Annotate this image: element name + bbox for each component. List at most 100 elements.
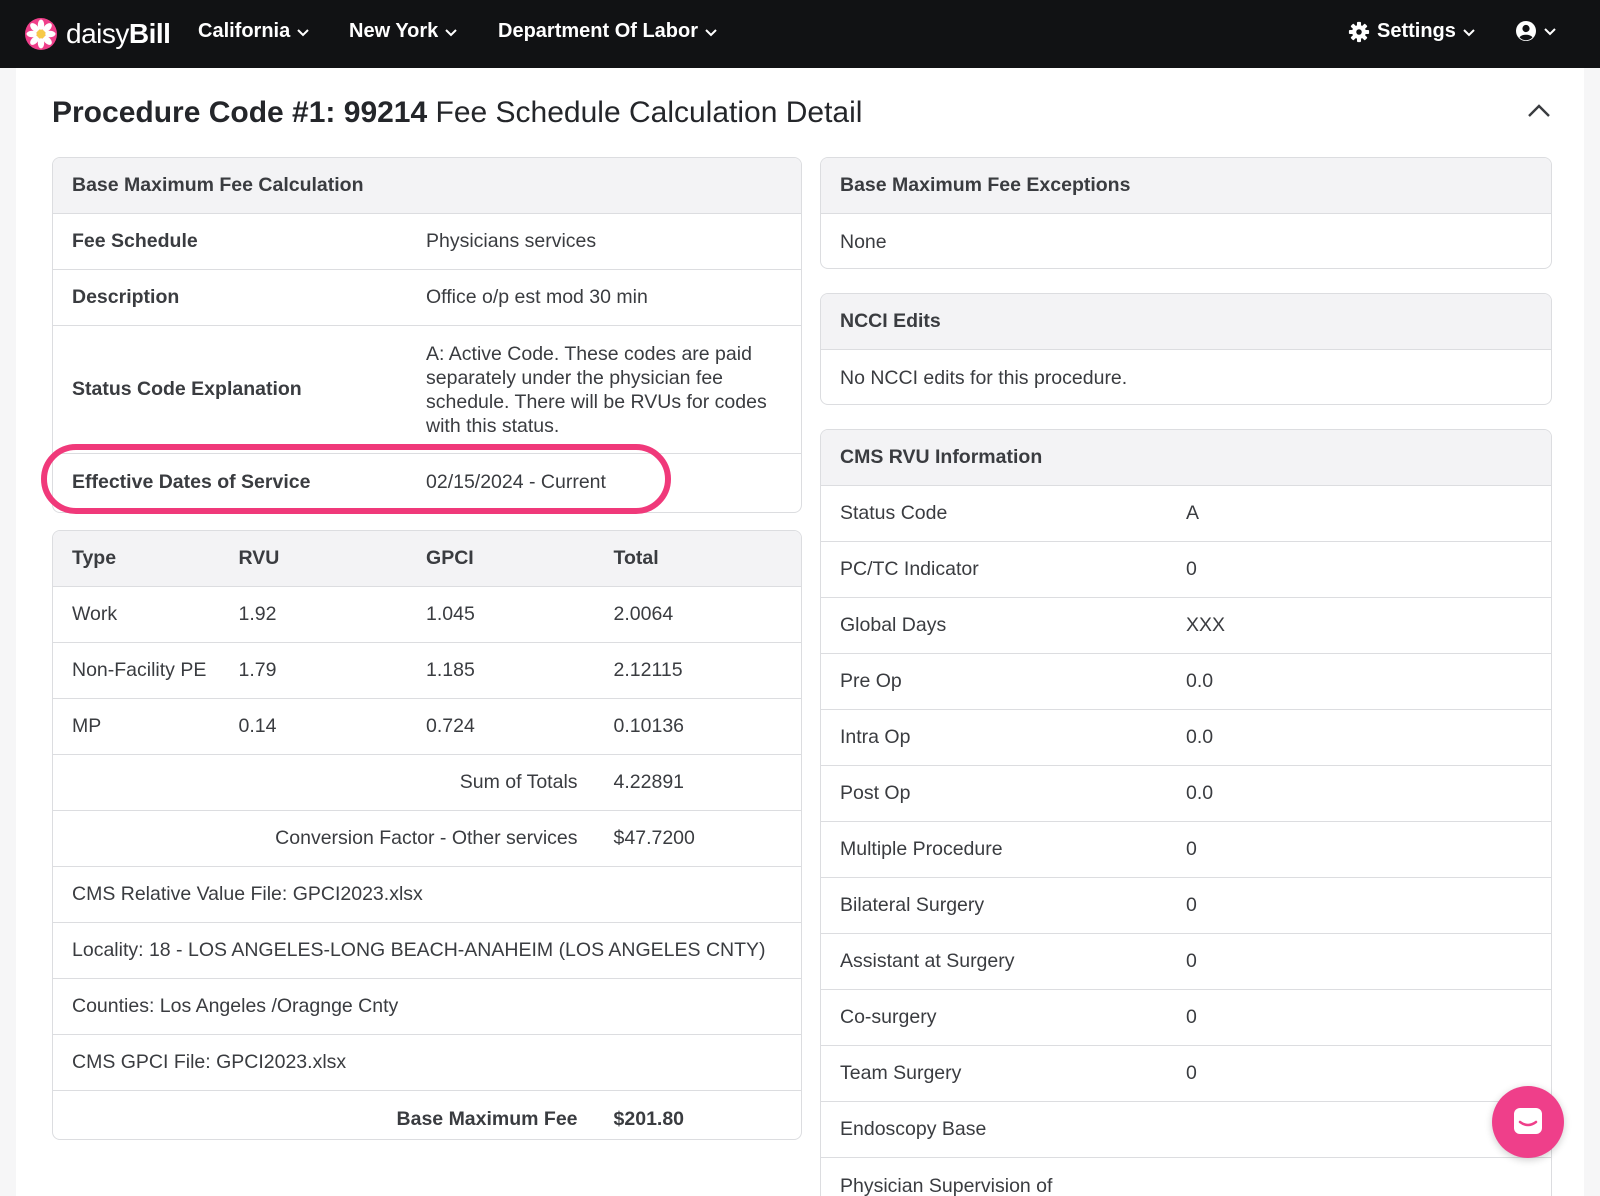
- row-value: 0.0: [1186, 670, 1214, 692]
- status-code-explanation-row: Status Code Explanation A: Active Code. …: [53, 326, 801, 454]
- row-value: 0: [1186, 1006, 1197, 1028]
- ncci-row: No NCCI edits for this procedure.: [821, 350, 1551, 404]
- column-header-rvu: RVU: [238, 547, 280, 569]
- top-nav: daisyBill California New York Department…: [0, 0, 1600, 68]
- description-row: Description Office o/p est mod 30 min: [53, 270, 801, 326]
- fee-schedule-row: Fee Schedule Physicians services: [53, 214, 801, 270]
- nav-dol-dropdown[interactable]: Department Of Labor: [498, 20, 718, 43]
- cell-gpci: 1.045: [426, 603, 475, 625]
- row-value: 0: [1186, 950, 1197, 972]
- row-value: 0.0: [1186, 726, 1214, 748]
- row-value: 0: [1186, 838, 1197, 860]
- base-max-fee-label: Base Maximum Fee: [396, 1107, 578, 1130]
- table-row: Non-Facility PE 1.79 1.185 2.12115: [53, 643, 801, 699]
- exceptions-value: None: [840, 230, 887, 253]
- cell-rvu: 0.14: [238, 715, 277, 737]
- nav-newyork-label: New York: [349, 20, 439, 42]
- cell-rvu: 1.92: [238, 603, 277, 625]
- row-label: PC/TC Indicator: [840, 558, 979, 580]
- cell-total: 2.0064: [613, 603, 674, 625]
- cell-type: MP: [72, 715, 102, 737]
- base-max-fee-value: $201.80: [613, 1107, 685, 1130]
- cms-row: Multiple Procedure 0: [821, 822, 1551, 878]
- row-label: Bilateral Surgery: [840, 894, 985, 916]
- row-value: XXX: [1186, 614, 1226, 636]
- page-title: Procedure Code #1: 99214 Fee Schedule Ca…: [52, 96, 862, 130]
- ncci-edits-panel: NCCI Edits No NCCI edits for this proced…: [820, 293, 1552, 405]
- collapse-chevron-up-icon[interactable]: [1526, 102, 1552, 120]
- gpci-file-row: CMS GPCI File: GPCI2023.xlsx: [53, 1035, 801, 1091]
- user-menu-dropdown[interactable]: [1515, 20, 1557, 42]
- panel-header: NCCI Edits: [821, 294, 1551, 350]
- base-max-fee-exceptions-panel: Base Maximum Fee Exceptions None: [820, 157, 1552, 269]
- base-max-fee-row: Base Maximum Fee $201.80: [53, 1091, 801, 1139]
- cms-row: Pre Op 0.0: [821, 654, 1551, 710]
- chevron-down-icon: [1463, 28, 1475, 36]
- table-row: Work 1.92 1.045 2.0064: [53, 587, 801, 643]
- nav-newyork-dropdown[interactable]: New York: [349, 20, 458, 43]
- sum-of-totals-value: 4.22891: [613, 771, 685, 793]
- page-title-code: Procedure Code #1: 99214: [52, 96, 428, 129]
- chevron-down-icon: [705, 28, 717, 36]
- panel-header: Base Maximum Fee Calculation: [53, 158, 801, 214]
- chevron-down-icon: [297, 28, 309, 36]
- cms-rvu-information-panel: CMS RVU Information Status Code A PC/TC I…: [820, 429, 1552, 1196]
- exceptions-row: None: [821, 214, 1551, 268]
- cms-row: Post Op 0.0: [821, 766, 1551, 822]
- cell-type: Work: [72, 603, 118, 625]
- table-header-row: Type RVU GPCI Total: [53, 531, 801, 587]
- gpci-file-text: CMS GPCI File: GPCI2023.xlsx: [72, 1051, 347, 1073]
- panel-header: CMS RVU Information: [821, 430, 1551, 486]
- daisy-logo-icon: [25, 18, 57, 50]
- row-value: A: Active Code. These codes are paid sep…: [426, 342, 767, 437]
- row-label: Global Days: [840, 614, 947, 636]
- rvu-gpci-table: Type RVU GPCI Total Work 1.92 1.045 2.00…: [52, 530, 802, 1140]
- panel-header: Base Maximum Fee Exceptions: [821, 158, 1551, 214]
- conversion-factor-label: Conversion Factor - Other services: [275, 827, 578, 849]
- locality-row: Locality: 18 - LOS ANGELES-LONG BEACH-AN…: [53, 923, 801, 979]
- row-value: Physicians services: [426, 230, 597, 252]
- row-label: Team Surgery: [840, 1062, 962, 1084]
- chevron-down-icon: [445, 28, 458, 36]
- brand-logo[interactable]: daisyBill: [24, 17, 171, 51]
- cell-type: Non-Facility PE: [72, 659, 207, 681]
- base-max-fee-calculation-panel: Base Maximum Fee Calculation Fee Schedul…: [52, 157, 802, 513]
- sum-of-totals-row: Sum of Totals 4.22891: [53, 755, 801, 811]
- conversion-factor-value: $47.7200: [613, 827, 695, 849]
- main-content: Procedure Code #1: 99214 Fee Schedule Ca…: [16, 68, 1584, 1196]
- row-value: 0: [1186, 894, 1197, 916]
- chat-icon: [1514, 1108, 1542, 1134]
- column-header-gpci: GPCI: [426, 547, 474, 569]
- table-row: MP 0.14 0.724 0.10136: [53, 699, 801, 755]
- rvu-file-text: CMS Relative Value File: GPCI2023.xlsx: [72, 883, 423, 905]
- cell-rvu: 1.79: [238, 659, 277, 681]
- cms-row: Co-surgery 0: [821, 990, 1551, 1046]
- nav-california-label: California: [198, 20, 291, 42]
- chat-launcher-button[interactable]: [1492, 1086, 1564, 1158]
- brand-name-part2: Bill: [128, 18, 171, 49]
- cms-row: Status Code A: [821, 486, 1551, 542]
- gear-icon: [1348, 21, 1370, 42]
- nav-california-dropdown[interactable]: California: [198, 20, 310, 43]
- settings-label: Settings: [1377, 20, 1456, 42]
- effective-dates-row: Effective Dates of Service 02/15/2024 - …: [53, 454, 801, 510]
- cms-row: Assistant at Surgery 0: [821, 934, 1551, 990]
- conversion-factor-row: Conversion Factor - Other services $47.7…: [53, 811, 801, 867]
- row-label: Post Op: [840, 782, 911, 804]
- user-avatar-icon: [1516, 21, 1536, 41]
- cms-row: Physician Supervision of: [821, 1158, 1551, 1196]
- row-value: 0: [1186, 1062, 1197, 1084]
- row-value: 02/15/2024 - Current: [426, 470, 606, 493]
- cms-row: Intra Op 0.0: [821, 710, 1551, 766]
- settings-dropdown[interactable]: Settings: [1348, 20, 1476, 43]
- cms-row: Team Surgery 0: [821, 1046, 1551, 1102]
- counties-text: Counties: Los Angeles /Oragnge Cnty: [72, 995, 399, 1017]
- row-label: Fee Schedule: [72, 230, 198, 252]
- counties-row: Counties: Los Angeles /Oragnge Cnty: [53, 979, 801, 1035]
- row-label: Assistant at Surgery: [840, 950, 1015, 972]
- ncci-value: No NCCI edits for this procedure.: [840, 366, 1128, 389]
- row-value: Office o/p est mod 30 min: [426, 286, 648, 308]
- page-title-rest: Fee Schedule Calculation Detail: [427, 96, 863, 129]
- row-label: Physician Supervision of: [840, 1174, 1053, 1196]
- row-value: 0: [1186, 558, 1197, 580]
